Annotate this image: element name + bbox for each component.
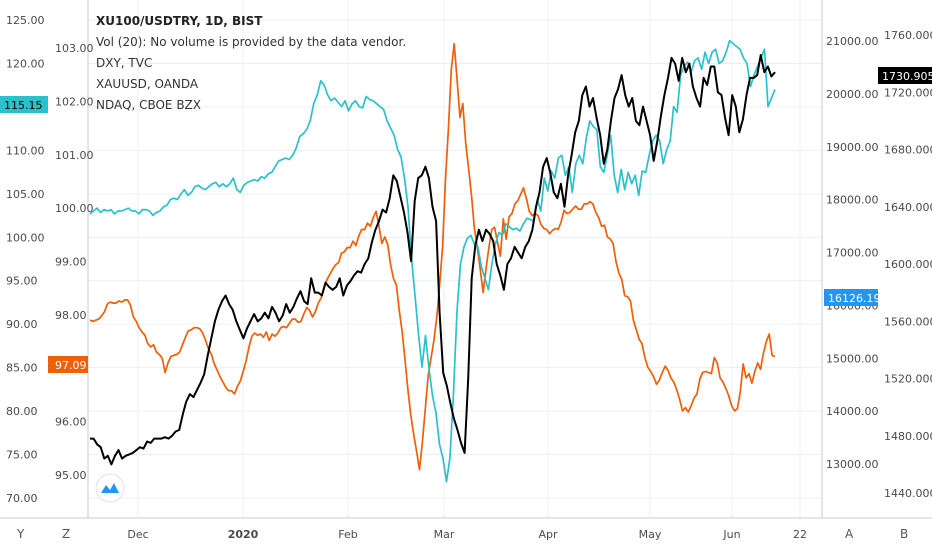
y-tick-label: 125.00	[6, 14, 45, 27]
y-tick-label: 98.00	[55, 309, 87, 322]
tradingview-cloud-icon[interactable]	[95, 473, 125, 503]
legend: XU100/USDTRY, 1D, BIST Vol (20): No volu…	[96, 14, 406, 112]
x-tick-label: 22	[793, 528, 807, 541]
y-tick-label: 102.00	[55, 95, 94, 108]
y-tick-label: 100.00	[55, 202, 94, 215]
right-outer-axis: 1760.000 1720.000 1680.000 1640.000 1600.000…	[884, 29, 932, 500]
x-tick-label: Dec	[127, 528, 148, 541]
y-tick-label: 19000.00	[826, 141, 879, 154]
y-tick-label: 1560.000	[884, 315, 932, 328]
svg-text:115.15: 115.15	[4, 99, 43, 112]
y-tick-label: 101.00	[55, 149, 94, 162]
y-tick-label: 1760.000	[884, 29, 932, 42]
scale-b-button[interactable]: B	[900, 527, 908, 541]
y-tick-label: 80.00	[6, 405, 38, 418]
y-tick-label: 85.00	[6, 362, 38, 375]
y-tick-label: 95.00	[55, 469, 87, 482]
scale-z-button[interactable]: Z	[62, 527, 70, 541]
series-xu100-line	[90, 54, 776, 466]
x-tick-label: 2020	[228, 528, 259, 541]
y-tick-label: 18000.00	[826, 194, 879, 207]
legend-ndaq[interactable]: NDAQ, CBOE BZX	[96, 98, 201, 112]
y-tick-label: 90.00	[6, 318, 38, 331]
y-tick-label: 100.00	[6, 231, 45, 244]
x-tick-label: Mar	[434, 528, 455, 541]
left-outer-axis: 125.00120.00115.00110.00105.00100.0095.0…	[6, 14, 45, 505]
y-tick-label: 1680.000	[884, 144, 932, 157]
series-xauusd-line	[89, 39, 776, 483]
legend-title[interactable]: XU100/USDTRY, 1D, BIST	[96, 14, 263, 28]
right-inner-axis: 21000.00 20000.00 19000.00 18000.00 17000.00…	[826, 35, 879, 471]
y-tick-label: 1520.000	[884, 373, 932, 386]
badge-right-main: 1730.905	[878, 67, 932, 84]
grid-lines	[88, 0, 822, 518]
y-tick-label: 1480.000	[884, 430, 932, 443]
y-tick-label: 20000.00	[826, 88, 879, 101]
y-tick-label: 95.00	[6, 275, 38, 288]
left-inner-axis: 103.00102.00101.00100.0099.0098.0097.009…	[55, 42, 94, 482]
legend-volume-note[interactable]: Vol (20): No volume is provided by the d…	[96, 35, 406, 49]
svg-text:16126.19: 16126.19	[828, 292, 881, 305]
y-tick-label: 1720.000	[884, 86, 932, 99]
y-tick-label: 17000.00	[826, 247, 879, 260]
y-tick-label: 15000.00	[826, 352, 879, 365]
y-tick-label: 1600.000	[884, 258, 932, 271]
legend-dxy[interactable]: DXY, TVC	[96, 56, 152, 70]
series-layer	[89, 39, 776, 483]
legend-xau[interactable]: XAUUSD, OANDA	[96, 77, 199, 91]
x-tick-label: Jun	[722, 528, 740, 541]
badge-left-orange: 97.09	[48, 356, 88, 373]
y-tick-label: 99.00	[55, 256, 87, 269]
y-tick-label: 21000.00	[826, 35, 879, 48]
series-dxy-line	[89, 42, 776, 471]
badge-right-ndaq: 16126.19	[824, 289, 881, 306]
bottom-toolbar: Y Z A B	[16, 527, 908, 541]
y-tick-label: 120.00	[6, 57, 45, 70]
y-tick-label: 13000.00	[826, 458, 879, 471]
svg-text:1730.905: 1730.905	[882, 70, 932, 83]
x-axis: Dec 2020 Feb Mar Apr May Jun 22	[127, 528, 807, 541]
y-tick-label: 70.00	[6, 492, 38, 505]
y-tick-label: 75.00	[6, 449, 38, 462]
y-tick-label: 1640.000	[884, 201, 932, 214]
y-tick-label: 14000.00	[826, 405, 879, 418]
y-tick-label: 1440.000	[884, 487, 932, 500]
y-tick-label: 110.00	[6, 144, 45, 157]
x-tick-label: Apr	[538, 528, 558, 541]
x-tick-label: May	[639, 528, 662, 541]
badge-left-teal: 115.15	[0, 96, 48, 113]
x-tick-label: Feb	[338, 528, 357, 541]
y-tick-label: 103.00	[55, 42, 94, 55]
svg-text:97.09: 97.09	[55, 359, 87, 372]
scale-a-button[interactable]: A	[845, 527, 854, 541]
scale-y-button[interactable]: Y	[16, 527, 25, 541]
y-tick-label: 105.00	[6, 188, 45, 201]
y-tick-label: 96.00	[55, 416, 87, 429]
